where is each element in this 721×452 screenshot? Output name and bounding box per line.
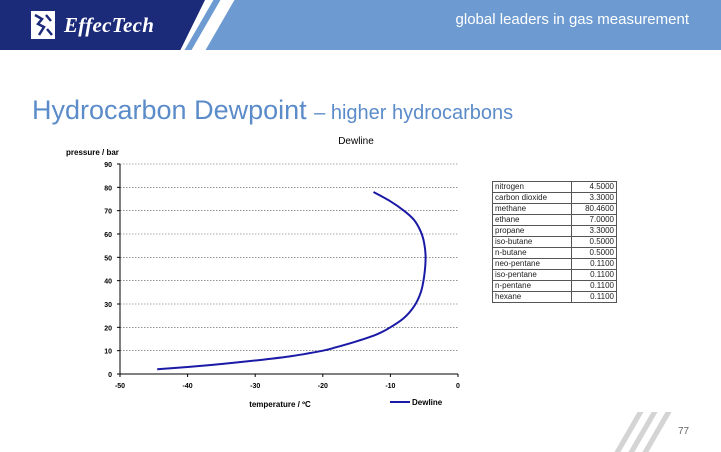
component-value: 3.3000 [571, 225, 617, 237]
table-row: iso-pentane 0.1100 [492, 269, 617, 281]
page-number: 77 [678, 426, 690, 437]
x-tick-label: 0 [456, 383, 460, 390]
component-name: iso-butane [492, 236, 572, 248]
table-row: hexane 0.1100 [492, 291, 617, 303]
y-tick-label: 90 [104, 162, 112, 169]
component-value: 0.5000 [571, 236, 617, 248]
y-tick-label: 20 [104, 325, 112, 332]
table-row: iso-butane 0.5000 [492, 236, 617, 248]
component-value: 0.5000 [571, 247, 617, 259]
component-name: n-butane [492, 247, 572, 259]
component-name: n-pentane [492, 280, 572, 292]
table-row: neo-pentane 0.1100 [492, 258, 617, 270]
y-tick-label: 70 [104, 209, 112, 216]
component-name: ethane [492, 214, 572, 226]
y-tick-label: 0 [108, 372, 112, 379]
component-name: iso-pentane [492, 269, 572, 281]
x-tick-label: -20 [318, 383, 328, 390]
component-name: methane [492, 203, 572, 215]
x-tick-label: -30 [250, 383, 260, 390]
component-name: neo-pentane [492, 258, 572, 270]
table-row: carbon dioxide 3.3000 [492, 192, 617, 204]
legend: Dewline [390, 398, 443, 407]
component-name: carbon dioxide [492, 192, 572, 204]
table-row: nitrogen 4.5000 [492, 181, 617, 193]
table-row: n-butane 0.5000 [492, 247, 617, 259]
y-tick-labels: 0 10 20 30 40 50 60 70 80 90 [104, 162, 120, 379]
component-name: hexane [492, 291, 572, 303]
table-row: ethane 7.0000 [492, 214, 617, 226]
component-name: nitrogen [492, 181, 572, 193]
component-value: 7.0000 [571, 214, 617, 226]
y-tick-label: 80 [104, 185, 112, 192]
legend-label: Dewline [412, 398, 443, 407]
y-tick-label: 10 [104, 349, 112, 356]
y-axis-label: pressure / bar [66, 148, 119, 157]
x-tick-label: -40 [183, 383, 193, 390]
composition-table: nitrogen 4.5000 carbon dioxide 3.3000 methan… [492, 181, 617, 303]
tagline: global leaders in gas measurement [455, 11, 689, 28]
component-value: 0.1100 [571, 291, 617, 303]
table-row: methane 80.4600 [492, 203, 617, 215]
chart-grid [120, 163, 458, 351]
x-axis-label: temperature / ºC [249, 400, 311, 409]
logo-box: EffecTech [0, 0, 205, 50]
chart-title: Dewline [338, 136, 374, 147]
logo-icon [31, 11, 55, 39]
table-row: n-pentane 0.1100 [492, 280, 617, 292]
component-value: 0.1100 [571, 258, 617, 270]
component-name: propane [492, 225, 572, 237]
x-tick-label: -10 [385, 383, 395, 390]
slide-subtitle: – higher hydrocarbons [314, 102, 514, 124]
component-value: 3.3000 [571, 192, 617, 204]
x-tick-labels: -50 -40 -30 -20 -10 0 [115, 374, 460, 390]
component-value: 0.1100 [571, 280, 617, 292]
y-tick-label: 60 [104, 232, 112, 239]
slide-title-main: Hydrocarbon Dewpoint [32, 95, 307, 125]
x-tick-label: -50 [115, 383, 125, 390]
component-value: 4.5000 [571, 181, 617, 193]
component-value: 80.4600 [571, 203, 617, 215]
y-tick-label: 50 [104, 255, 112, 262]
dewline-chart: 0 10 20 30 40 50 60 70 80 90 -50 -40 -30 -20 -10 0 Dew… [66, 136, 460, 409]
y-tick-label: 40 [104, 279, 112, 286]
table-row: propane 3.3000 [492, 225, 617, 237]
slide-title: Hydrocarbon Dewpoint – higher hydrocarbo… [32, 95, 513, 126]
component-value: 0.1100 [571, 269, 617, 281]
y-tick-label: 30 [104, 302, 112, 309]
dewline-series-line [157, 191, 427, 371]
logo-text: EffecTech [64, 13, 155, 37]
